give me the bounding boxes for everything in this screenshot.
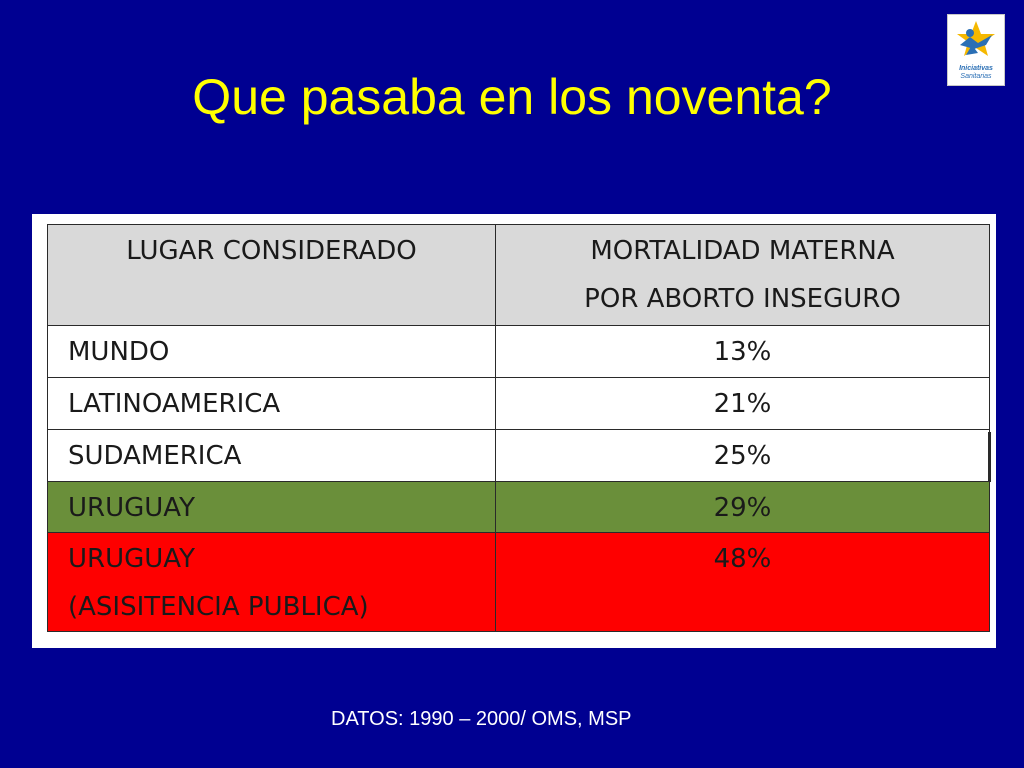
value-cell: 29% (495, 481, 990, 533)
logo-text-line2: Sanitarias (960, 73, 992, 80)
iniciativas-sanitarias-logo: Iniciativas Sanitarias (947, 14, 1005, 86)
place-label: MUNDO (68, 337, 170, 367)
source-note: DATOS: 1990 – 2000/ OMS, MSP (331, 708, 632, 730)
place-cell: URUGUAY (ASISITENCIA PUBLICA) (47, 532, 496, 632)
place-label: LATINOAMERICA (68, 389, 281, 419)
value-cell: 21% (495, 377, 990, 430)
header-value-label: MORTALIDAD MATERNA POR ABORTO INSEGURO (584, 236, 901, 314)
value-label: 29% (713, 493, 772, 523)
place-cell: SUDAMERICA (47, 429, 496, 482)
place-label: SUDAMERICA (68, 441, 242, 471)
table-row-mundo: MUNDO 13% (47, 325, 990, 378)
table-edge-mark (988, 432, 991, 482)
table-row-uruguay-publica: URUGUAY (ASISITENCIA PUBLICA) 48% (47, 532, 990, 632)
place-label: URUGUAY (68, 493, 195, 523)
place-label: URUGUAY (ASISITENCIA PUBLICA) (68, 544, 369, 622)
value-cell: 13% (495, 325, 990, 378)
place-cell: URUGUAY (47, 481, 496, 533)
table-header-row: LUGAR CONSIDERADO MORTALIDAD MATERNA POR… (47, 224, 990, 326)
value-cell: 48% (495, 532, 990, 632)
table-row-sudamerica: SUDAMERICA 25% (47, 429, 990, 482)
table-row-uruguay: URUGUAY 29% (47, 481, 990, 533)
table-row-latinoamerica: LATINOAMERICA 21% (47, 377, 990, 430)
value-label: 13% (713, 337, 772, 367)
header-value: MORTALIDAD MATERNA POR ABORTO INSEGURO (495, 224, 990, 326)
header-place-label: LUGAR CONSIDERADO (126, 236, 417, 266)
slide-title: Que pasaba en los noventa? (192, 69, 832, 125)
place-cell: LATINOAMERICA (47, 377, 496, 430)
value-label: 21% (713, 389, 772, 419)
star-person-logo-icon (957, 21, 995, 56)
value-label: 48% (713, 544, 772, 574)
table-panel: LUGAR CONSIDERADO MORTALIDAD MATERNA POR… (32, 214, 996, 648)
value-label: 25% (713, 441, 772, 471)
header-place: LUGAR CONSIDERADO (47, 224, 496, 326)
place-cell: MUNDO (47, 325, 496, 378)
logo-text-line1: Iniciativas (959, 65, 993, 72)
value-cell: 25% (495, 429, 990, 482)
mortality-table: LUGAR CONSIDERADO MORTALIDAD MATERNA POR… (47, 224, 990, 632)
